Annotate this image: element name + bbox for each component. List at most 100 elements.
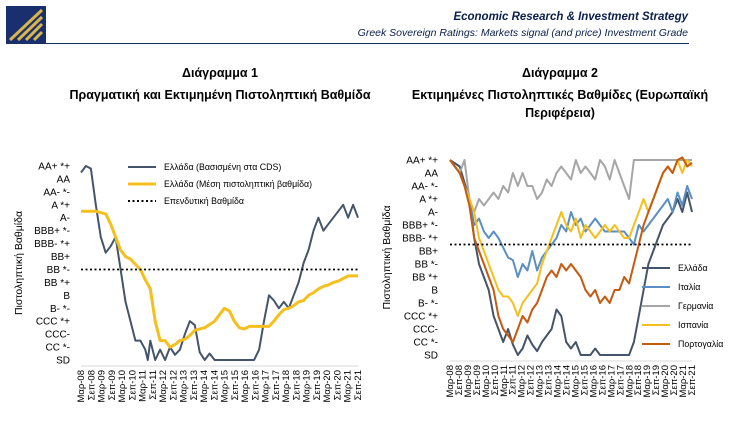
chart1-x-tick-label: Μαρ-09 <box>97 370 108 403</box>
chart2-y-tick-label: B <box>431 286 438 297</box>
chart1-y-tick-label: BB+ <box>51 252 70 263</box>
chart1-y-tick-label: B <box>63 291 70 302</box>
chart1-x-tick-label: Σεπ-13 <box>189 370 200 400</box>
chart2-y-tick-label: BB+ <box>419 247 438 258</box>
chart2-x-tick-label: Μαρ-15 <box>570 365 581 398</box>
chart1-x-tick-label: Μαρ-15 <box>220 370 231 403</box>
chart1-x-tick-label: Μαρ-19 <box>302 370 313 403</box>
chart2-y-tick-label: CCC- <box>413 325 438 336</box>
chart2-x-tick-label: Μαρ-17 <box>606 365 617 398</box>
chart1-x-tick-label: Σεπ-16 <box>250 370 261 400</box>
chart1-legend-label: Ελλάδα (Βασισμένη στα CDS) <box>164 162 281 172</box>
chart1-series-line-0 <box>80 165 359 361</box>
chart2-x-tick-label: Σεπ-15 <box>579 365 590 395</box>
chart1-x-tick-label: Μαρ-16 <box>240 370 251 403</box>
chart2-x-tick-label: Μαρ-08 <box>445 365 456 398</box>
chart2-x-tick-label: Μαρ-16 <box>588 365 599 398</box>
chart1-x-tick-label: Μαρ-13 <box>179 370 190 403</box>
chart1-title: Διάγραμμα 1 <box>182 66 258 80</box>
chart2-x-tick-label: Μαρ-10 <box>481 365 492 398</box>
chart2-y-tick-label: AA- *- <box>411 182 438 193</box>
chart2-x-tick-label: Σεπ-18 <box>633 365 644 395</box>
chart2-subtitle-line1: Εκτιμημένες Πιστοληπτικές Βαθμίδες (Ευρω… <box>411 88 709 102</box>
chart2-series-line-3 <box>449 159 693 317</box>
chart1-x-tick-label: Σεπ-12 <box>168 370 179 400</box>
chart1-x-tick-label: Σεπ-19 <box>312 370 323 400</box>
chart1-x-tick-label: Σεπ-09 <box>107 370 118 400</box>
chart2-y-tick-label: CCC *+ <box>404 312 438 323</box>
chart1-y-tick-label: CCC *+ <box>36 317 70 328</box>
chart2-x-tick-label: Μαρ-14 <box>553 365 564 398</box>
chart1-y-tick-label: AA+ *+ <box>38 162 70 173</box>
chart1-x-tick-label: Σεπ-21 <box>353 370 364 400</box>
chart2-y-tick-label: BBB+ *- <box>402 221 438 232</box>
chart2-x-tick-label: Σεπ-09 <box>472 365 483 395</box>
chart1-y-tick-label: A- <box>60 213 70 224</box>
chart2-legend-label: Ισπανία <box>678 320 708 330</box>
chart1-x-tick-label: Σεπ-08 <box>86 370 97 400</box>
chart1-subtitle: Πραγματική και Εκτιμημένη Πιστοληπτική Β… <box>69 88 371 102</box>
chart1-x-tick-label: Σεπ-10 <box>127 370 138 400</box>
chart1-y-tick-label: BBB- *+ <box>34 239 70 250</box>
chart1-legend-label: Επενδυτική Βαθμίδα <box>164 196 244 206</box>
chart1-y-tick-label: BB *+ <box>44 278 70 289</box>
chart1-y-tick-label: B- *- <box>50 304 70 315</box>
chart2-y-tick-label: BB *- <box>415 260 438 271</box>
chart2-y-tick-label: AA+ *+ <box>406 156 438 167</box>
chart2-title: Διάγραμμα 2 <box>522 66 598 80</box>
chart1-x-tick-label: Σεπ-14 <box>209 370 220 400</box>
chart2-y-axis-label: Πιστοληπτική Βαθμίδα <box>381 205 393 309</box>
chart2-x-tick-label: Μαρ-09 <box>463 365 474 398</box>
chart2-y-tick-label: AA <box>425 169 439 180</box>
chart2-x-tick-label: Μαρ-19 <box>642 365 653 398</box>
chart1-y-tick-label: BBB+ *- <box>34 226 70 237</box>
chart1-legend-label: Ελλάδα (Μέση πιστοληπτική βαθμίδα) <box>164 179 312 189</box>
chart1-x-tick-label: Μαρ-14 <box>199 370 210 403</box>
chart1-x-tick-label: Σεπ-11 <box>148 370 159 400</box>
chart2-x-tick-label: Σεπ-12 <box>526 365 537 395</box>
chart2-x-tick-label: Σεπ-19 <box>651 365 662 395</box>
chart2-x-tick-label: Μαρ-20 <box>660 365 671 398</box>
chart2-subtitle-line2: Περιφέρεια) <box>525 106 595 120</box>
chart1-x-tick-label: Μαρ-08 <box>76 370 87 403</box>
chart1-y-tick-label: CCC- <box>45 330 70 341</box>
chart2-y-tick-label: A- <box>428 208 438 219</box>
chart2-legend-label: Ιταλία <box>678 282 700 292</box>
chart1-y-tick-label: AA- *- <box>43 187 70 198</box>
chart2-y-tick-label: SD <box>424 351 438 362</box>
chart1-y-tick-label: CC *- <box>46 343 70 354</box>
chart2-legend-label: Γερμανία <box>678 301 713 311</box>
chart1-y-axis-label: Πιστοληπτική Βαθμίδα <box>13 211 25 315</box>
chart2-legend-label: Πορτογαλία <box>678 339 723 349</box>
chart2-series-line-1 <box>449 159 693 278</box>
chart2-x-tick-label: Μαρ-13 <box>535 365 546 398</box>
chart2-x-tick-label: Σεπ-17 <box>615 365 626 395</box>
chart1-x-tick-label: Σεπ-20 <box>332 370 343 400</box>
chart2-y-tick-label: CC *- <box>414 338 438 349</box>
chart1-x-tick-label: Μαρ-18 <box>281 370 292 403</box>
report-subtitle: Greek Sovereign Ratings: Markets signal … <box>357 27 688 39</box>
chart1-x-tick-label: Μαρ-17 <box>261 370 272 403</box>
chart2-x-tick-label: Σεπ-20 <box>669 365 680 395</box>
logo-icon <box>6 6 46 44</box>
chart1-x-tick-label: Σεπ-15 <box>230 370 241 400</box>
chart2-series-line-2 <box>449 159 692 213</box>
chart1-x-tick-label: Μαρ-20 <box>322 370 333 403</box>
chart2-y-tick-label: BB *+ <box>412 273 438 284</box>
chart2-y-tick-label: B- *- <box>418 299 438 310</box>
chart1-x-tick-label: Μαρ-12 <box>158 370 169 403</box>
chart1-y-tick-label: BB *- <box>47 265 70 276</box>
chart2-x-tick-label: Σεπ-11 <box>508 365 519 395</box>
chart2-series-line-0 <box>449 159 693 356</box>
chart2-y-tick-label: A *+ <box>419 195 438 206</box>
chart2-x-tick-label: Μαρ-21 <box>678 365 689 398</box>
chart2-legend-label: Ελλάδα <box>678 263 708 273</box>
chart2-series-line-4 <box>449 156 693 343</box>
chart2-x-tick-label: Σεπ-16 <box>597 365 608 395</box>
chart1-y-tick-label: A *+ <box>51 200 70 211</box>
chart1-x-tick-label: Μαρ-10 <box>117 370 128 403</box>
report-series-title: Economic Research & Investment Strategy <box>453 11 688 23</box>
chart2-x-tick-label: Σεπ-21 <box>687 365 698 395</box>
chart2-x-tick-label: Σεπ-13 <box>544 365 555 395</box>
